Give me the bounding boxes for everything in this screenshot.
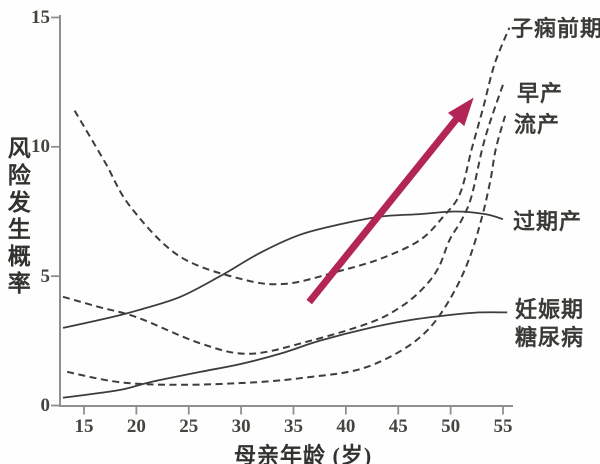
curve-postterm-birth [62,210,504,329]
x-tick-label: 45 [388,416,408,437]
x-tick-label: 50 [441,416,461,437]
y-tick-label: 10 [31,136,50,158]
series-label-postterm-birth: 过期产 [513,209,583,234]
curve-preterm-birth [62,84,504,355]
series-label-preterm-birth: 早产 [517,81,564,106]
series-label-preeclampsia: 子痫前期 [511,16,600,41]
curve-miscarriage [67,115,507,386]
curve-gestational-diabetes [62,311,508,399]
x-axis-title: 母亲年龄 (岁) [234,443,373,464]
x-tick-label: 35 [284,416,303,437]
y-axis-title: 风险发生概率 [4,136,30,298]
x-tick-label: 20 [126,416,146,437]
x-tick-label: 30 [231,416,251,437]
series-label-gestational-diabetes: 妊娠期糖尿病 [515,297,585,350]
x-tick-label: 25 [179,416,199,437]
trend-arrow-shaft [306,112,463,305]
y-tick-label: 15 [31,6,50,28]
trend-arrow-head [447,97,474,127]
y-tick-label: 0 [40,395,51,416]
x-tick-label: 40 [336,416,356,437]
x-tick-label: 55 [493,416,513,437]
curve-preeclampsia [73,27,511,286]
y-tick-label: 5 [40,265,51,287]
series-label-miscarriage: 流产 [514,112,561,137]
x-tick-label: 15 [74,416,94,437]
